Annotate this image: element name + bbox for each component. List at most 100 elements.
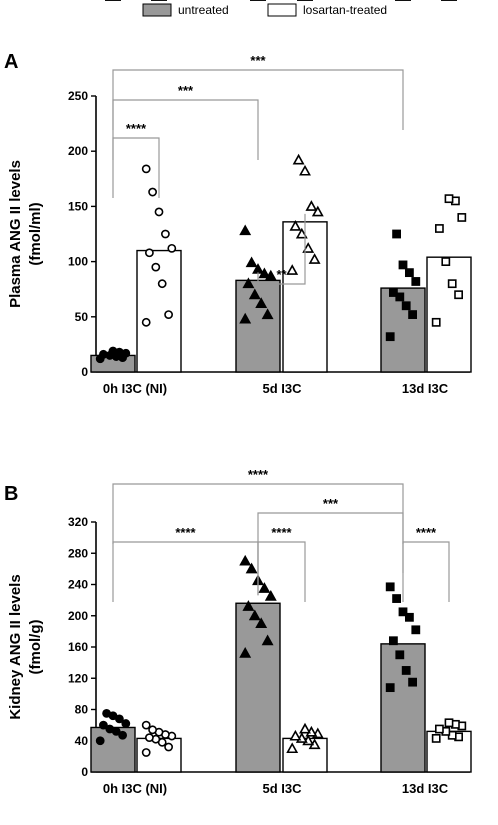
y-tick-label: 50	[75, 310, 89, 324]
bar	[136, 249, 182, 373]
data-point	[118, 730, 127, 740]
significance-label: ****	[126, 121, 147, 136]
data-point	[299, 722, 311, 734]
x-category-label: 13d I3C	[402, 781, 449, 796]
significance-bracket	[257, 213, 306, 285]
data-point	[401, 666, 411, 675]
significance-bracket	[257, 541, 306, 602]
data-point	[444, 194, 454, 204]
y-axis-label: (fmol/g)	[27, 620, 44, 675]
y-tick-label: 80	[75, 703, 89, 717]
data-point	[167, 243, 177, 253]
data-point	[239, 554, 252, 566]
data-point	[154, 207, 164, 217]
significance-bracket	[257, 512, 404, 573]
data-point	[164, 742, 173, 752]
y-tick-label: 200	[68, 609, 88, 623]
x-category-label: 13d I3C	[402, 381, 449, 396]
significance-label: ***	[178, 83, 194, 98]
data-point	[99, 720, 108, 730]
data-point	[305, 200, 318, 211]
significance-label: ***	[250, 53, 266, 68]
data-point	[141, 164, 151, 174]
data-point	[255, 297, 268, 309]
data-point	[434, 224, 444, 233]
data-point	[286, 264, 299, 275]
significance-label: ****	[175, 525, 196, 540]
data-point	[395, 292, 405, 302]
data-point	[245, 256, 258, 268]
bar	[426, 256, 472, 373]
data-point	[292, 153, 305, 165]
data-point	[398, 607, 408, 617]
x-category-label: 0h I3C (NI)	[103, 381, 167, 396]
data-point	[102, 709, 111, 718]
y-tick-label: 200	[68, 144, 88, 158]
y-tick-label: 120	[68, 671, 88, 685]
data-point	[295, 227, 308, 239]
y-tick-label: 150	[68, 199, 88, 213]
y-tick-label: 0	[81, 765, 88, 779]
data-point	[404, 268, 414, 278]
data-point	[431, 317, 441, 327]
legend-label-losartan-treated: losartan-treated	[303, 3, 387, 17]
data-point	[411, 277, 421, 286]
y-tick-label: 40	[75, 734, 89, 748]
data-point	[408, 310, 417, 319]
data-point	[434, 724, 444, 734]
data-point	[261, 634, 274, 646]
data-point	[95, 736, 105, 746]
data-point	[398, 260, 408, 270]
y-tick-label: 160	[68, 640, 88, 654]
data-point	[441, 257, 451, 266]
data-point	[157, 279, 167, 289]
y-tick-label: 280	[68, 546, 88, 560]
significance-bracket	[112, 137, 160, 198]
data-point	[404, 612, 414, 622]
y-tick-label: 240	[68, 578, 88, 592]
legend: untreated losartan-treated	[142, 3, 387, 17]
data-point	[248, 609, 261, 621]
data-point	[239, 647, 252, 658]
data-point	[457, 213, 467, 222]
data-point	[258, 582, 271, 593]
significance-label: ***	[323, 496, 339, 511]
data-point	[388, 288, 398, 297]
bar	[235, 279, 281, 373]
legend-swatch-untreated	[142, 3, 172, 17]
significance-bracket	[112, 483, 404, 544]
data-point	[239, 312, 252, 324]
data-point	[385, 332, 395, 342]
panel-label-a: A	[4, 51, 18, 73]
y-axis-label: Plasma ANG II levels	[7, 160, 24, 308]
data-point	[395, 650, 405, 660]
data-point	[444, 718, 454, 728]
data-point	[286, 742, 299, 754]
significance-bracket	[402, 541, 450, 602]
panel-b-chart: 0 40 80 120 160 200 240 280 320 Kidney ANG II lev…	[7, 0, 472, 796]
data-point	[99, 349, 108, 359]
y-tick-label: 250	[68, 89, 88, 103]
data-point	[248, 288, 261, 300]
y-axis-label: Kidney ANG II levels	[7, 574, 24, 719]
data-point	[411, 625, 421, 635]
data-point	[299, 164, 311, 176]
significance-label: ****	[248, 467, 269, 482]
bar	[235, 602, 281, 773]
data-point	[385, 683, 395, 693]
data-point	[148, 725, 157, 735]
significance-label: ****	[271, 525, 292, 540]
legend-label-untreated: untreated	[178, 3, 229, 17]
data-point	[308, 253, 321, 264]
data-point	[242, 600, 255, 611]
data-point	[311, 205, 324, 217]
data-point	[141, 748, 151, 757]
data-point	[289, 729, 302, 741]
data-point	[164, 310, 173, 319]
data-point	[408, 677, 417, 687]
data-point	[255, 617, 268, 629]
significance-label: ****	[416, 525, 437, 540]
x-category-label: 5d I3C	[262, 781, 302, 796]
data-point	[289, 220, 302, 231]
